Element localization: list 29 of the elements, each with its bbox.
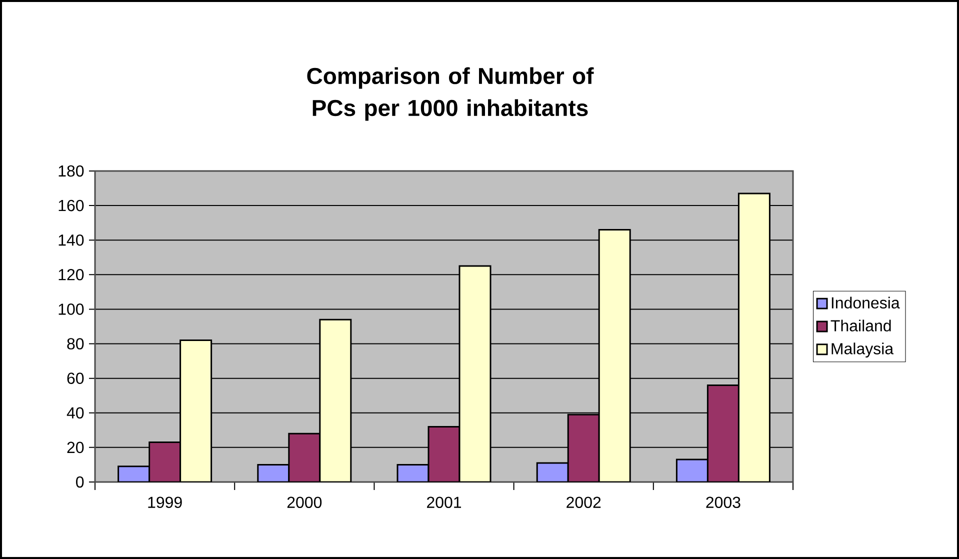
bar bbox=[288, 434, 320, 482]
y-tick-label: 20 bbox=[67, 442, 84, 454]
y-tick-label: 80 bbox=[67, 338, 84, 350]
bar bbox=[598, 228, 631, 482]
y-tick-label: 120 bbox=[58, 268, 84, 280]
x-tick-label: 2002 bbox=[566, 496, 601, 508]
legend-label: Thailand bbox=[830, 320, 891, 332]
x-tick-label: 2001 bbox=[427, 496, 462, 508]
y-tick-label: 180 bbox=[58, 165, 84, 177]
y-tick-label: 100 bbox=[58, 304, 84, 315]
y-tick-label: 140 bbox=[58, 234, 84, 246]
y-tick-label: 0 bbox=[76, 476, 84, 488]
bar bbox=[738, 192, 770, 482]
chart-title: Comparison of Number of PCs per 1000 inhabitants bbox=[307, 67, 594, 121]
x-tick-label: 2000 bbox=[287, 496, 322, 508]
x-tick-label: 1999 bbox=[148, 496, 182, 508]
bar bbox=[428, 426, 460, 482]
y-tick-label: 40 bbox=[66, 407, 84, 419]
y-tick-label: 60 bbox=[67, 372, 84, 384]
bar bbox=[458, 265, 492, 482]
x-tick-label: 2003 bbox=[706, 496, 740, 508]
legend-label: Malaysia bbox=[832, 342, 894, 358]
bar bbox=[567, 414, 600, 482]
y-tick-label: 160 bbox=[58, 200, 84, 212]
bar bbox=[180, 340, 212, 482]
bar bbox=[320, 320, 351, 482]
bar bbox=[148, 442, 182, 482]
bar bbox=[706, 384, 740, 482]
legend-label: Indonesia bbox=[832, 296, 900, 309]
